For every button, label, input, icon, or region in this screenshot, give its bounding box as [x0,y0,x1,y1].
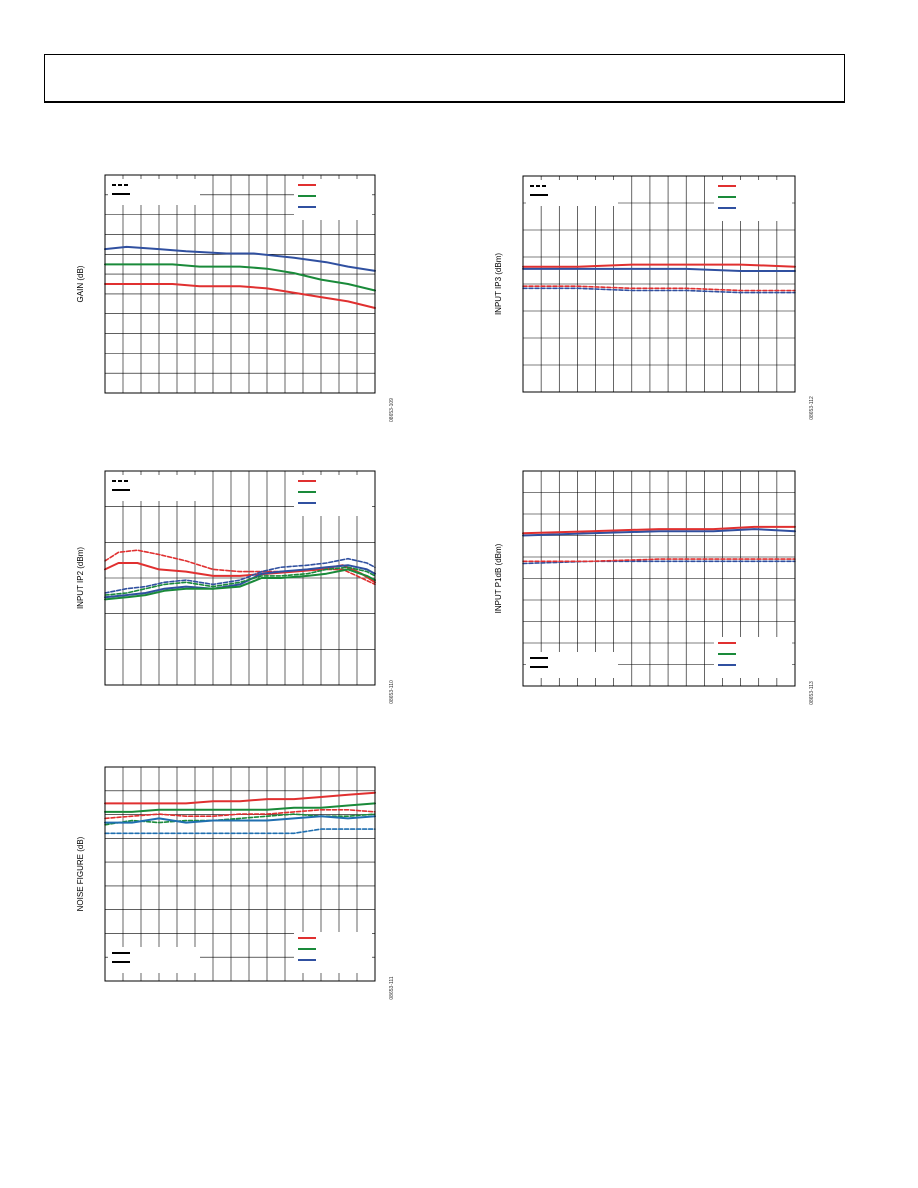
series-line [522,267,796,272]
series-line [104,566,376,596]
series-line [104,813,376,826]
series-line [522,287,796,294]
chart-gain: GAIN (dB) 08653-109 [76,174,395,422]
figure-id: 08653-112 [809,396,815,420]
chart-noise-figure: NOISE FIGURE (dB) 08653-111 [76,766,395,1000]
figure-id: 08653-113 [809,681,815,705]
plot-border [522,175,796,393]
series-line [104,802,376,813]
chart-input-p1db: INPUT P1dB (dBm) 08653-113 [494,470,815,705]
plot-border [104,766,376,982]
series-line [104,549,376,586]
series-line [522,525,796,535]
series-line [104,245,376,272]
y-axis-label: INPUT IP2 (dBm) [76,547,85,609]
chart-input-ip2: INPUT IP2 (dBm) 08653-110 [76,470,395,704]
chart-input-ip3: INPUT IP3 (dBm) 08653-112 [494,175,815,420]
series-line [522,263,796,268]
series-line [104,815,376,824]
page-header-box [44,54,845,103]
series-line [104,568,376,601]
series-line [104,828,376,835]
series-line [104,809,376,820]
y-axis-label: INPUT P1dB (dBm) [494,543,503,613]
y-axis-label: INPUT IP3 (dBm) [494,253,503,315]
plot-border [104,470,376,686]
legend-linestyle [526,652,618,678]
figure-id: 08653-111 [389,976,395,999]
series-line [104,557,376,594]
legend-linestyle [108,947,200,973]
legend-linestyle [108,179,200,205]
series-line [522,560,796,565]
series-line [522,285,796,292]
plot-border [104,174,376,394]
series-line [104,263,376,292]
legend-color [714,637,792,678]
series-line [104,791,376,805]
plot-border [522,470,796,687]
figure-id: 08653-109 [389,398,395,422]
legend-linestyle [526,180,618,206]
legend-color [294,932,372,973]
series-line [104,283,376,309]
series-line [522,558,796,563]
legend-color [714,180,792,221]
series-line [522,528,796,537]
y-axis-label: NOISE FIGURE (dB) [76,836,85,911]
legend-linestyle [108,475,200,501]
legend-color [294,179,372,220]
figure-id: 08653-110 [389,680,395,704]
y-axis-label: GAIN (dB) [76,265,85,302]
legend-color [294,475,372,516]
